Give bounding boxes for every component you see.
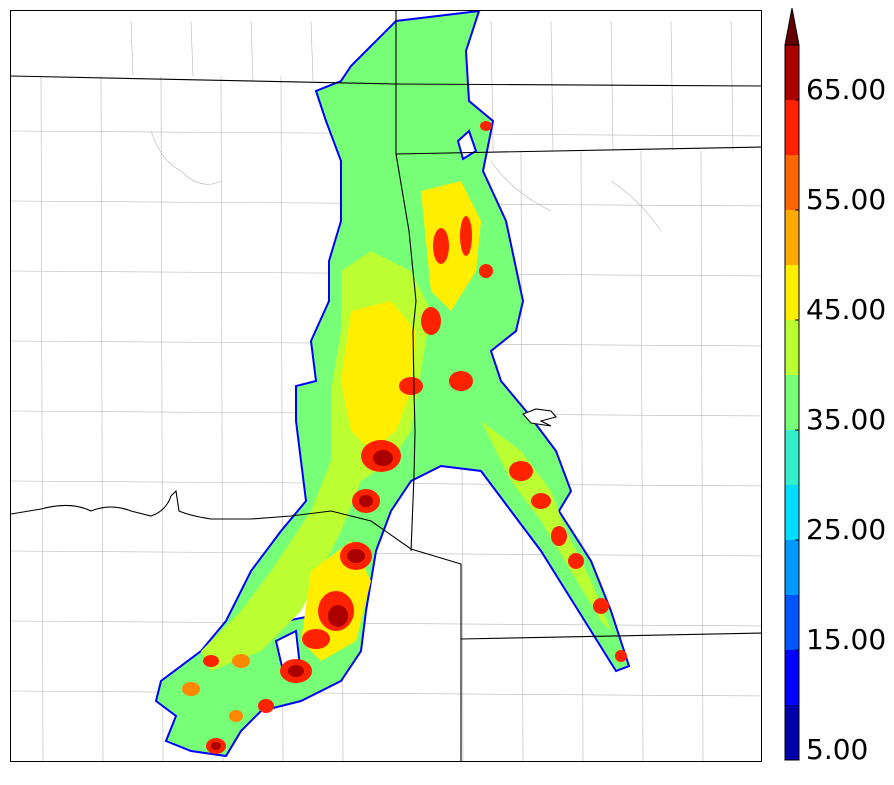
map-svg: [11, 11, 761, 761]
reflectivity-field: [154, 11, 631, 758]
colorbar-segment: [785, 650, 799, 705]
state-boundaries: [11, 11, 761, 761]
field-high-zone-2: [421, 181, 481, 311]
colorbar-segment: [785, 265, 799, 320]
colorbar-segment: [785, 45, 799, 100]
colorbar-segment: [785, 705, 799, 760]
field-high-zone: [341, 301, 416, 451]
colorbar-segment: [785, 155, 799, 210]
colorbar-label-25: 25.00: [806, 513, 887, 546]
colorbar-segment: [785, 485, 799, 540]
colorbar-label-45: 45.00: [806, 293, 887, 326]
colorbar-segment: [785, 430, 799, 485]
colorbar-segment: [785, 100, 799, 155]
colorbar-outline: [784, 44, 800, 761]
colorbar-label-15: 15.00: [806, 623, 887, 656]
colorbar-label-55: 55.00: [806, 183, 887, 216]
colorbar-label-35: 35.00: [806, 403, 887, 436]
colorbar-segment: [785, 210, 799, 265]
field-cores: [182, 121, 627, 754]
colorbar-label-65: 65.00: [806, 73, 887, 106]
colorbar-label-5: 5.00: [806, 733, 869, 766]
colorbar-extend-arrow: [784, 8, 800, 46]
radar-map: [10, 10, 762, 762]
colorbar-segment: [785, 320, 799, 375]
colorbar-segment: [785, 540, 799, 595]
colorbar-segment: [785, 375, 799, 430]
colorbar-segment: [785, 595, 799, 650]
colorbar: [784, 8, 800, 761]
